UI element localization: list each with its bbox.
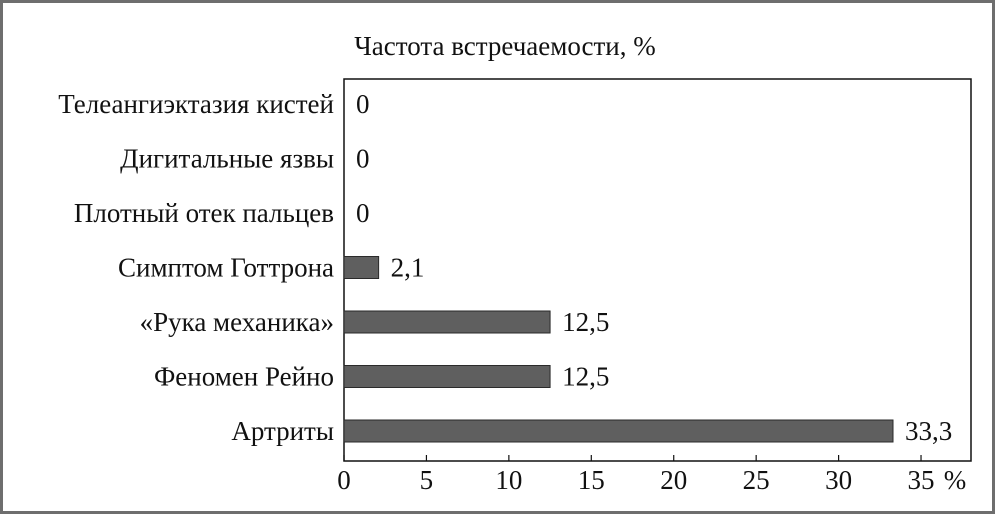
value-label: 2,1 bbox=[391, 253, 425, 283]
x-axis-unit: % bbox=[944, 465, 967, 495]
category-label: Плотный отек пальцев bbox=[74, 198, 334, 228]
value-label: 12,5 bbox=[562, 362, 609, 392]
category-label: Телеангиэктазия кистей bbox=[58, 89, 334, 119]
value-label: 0 bbox=[356, 89, 370, 119]
x-tick-label: 0 bbox=[337, 465, 351, 495]
x-tick-label: 25 bbox=[743, 465, 770, 495]
bar bbox=[343, 419, 894, 443]
value-label: 0 bbox=[356, 144, 370, 174]
bar bbox=[343, 310, 551, 334]
value-label: 0 bbox=[356, 198, 370, 228]
x-tick-label: 10 bbox=[495, 465, 522, 495]
bar-chart: Частота встречаемости, % Телеангиэктазия… bbox=[58, 31, 972, 495]
bar bbox=[343, 256, 380, 279]
category-label: Дигитальные язвы bbox=[120, 144, 334, 174]
value-label: 33,3 bbox=[905, 416, 952, 446]
plot-area bbox=[343, 78, 972, 462]
x-tick-label: 35 bbox=[908, 465, 935, 495]
bar bbox=[343, 365, 551, 388]
x-tick-label: 20 bbox=[660, 465, 687, 495]
category-label: Симптом Готтрона bbox=[118, 253, 334, 283]
bars-layer: Телеангиэктазия кистей 0 Дигитальные язвы 0… bbox=[58, 89, 952, 446]
chart-title: Частота встречаемости, % bbox=[354, 31, 656, 61]
category-label: Феномен Рейно bbox=[154, 362, 334, 392]
x-tick-label: 5 bbox=[420, 465, 434, 495]
category-label: Артриты bbox=[231, 416, 334, 446]
category-label: «Рука механика» bbox=[140, 307, 334, 337]
x-axis: 0 5 10 15 20 25 30 35 bbox=[337, 455, 935, 495]
value-label: 12,5 bbox=[562, 307, 609, 337]
x-tick-label: 30 bbox=[825, 465, 852, 495]
x-tick-label: 15 bbox=[578, 465, 605, 495]
